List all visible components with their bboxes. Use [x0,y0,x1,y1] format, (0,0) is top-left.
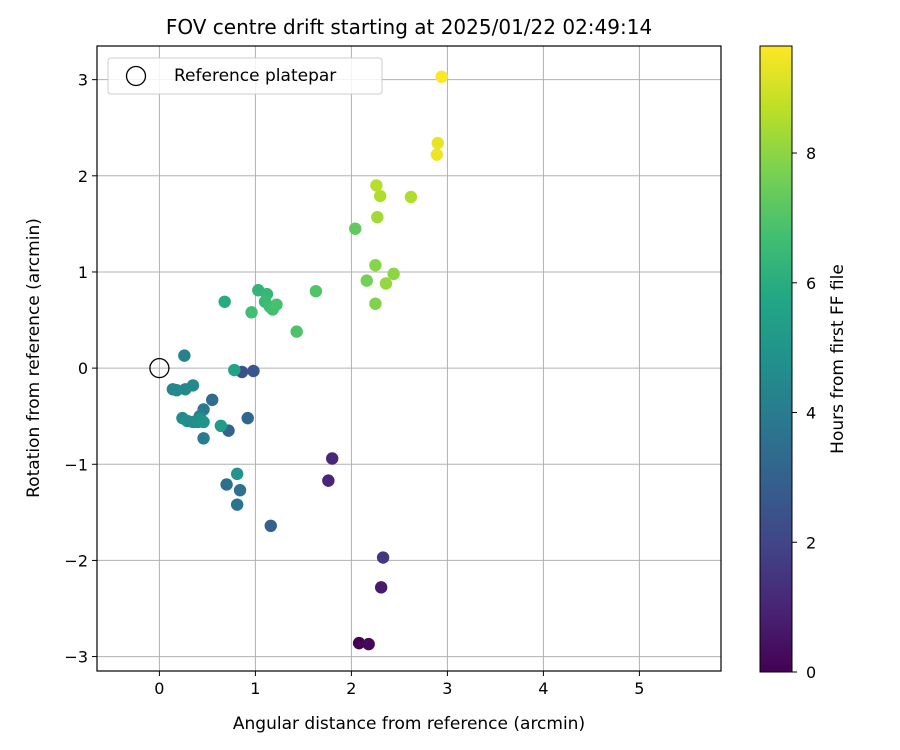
data-point [349,222,362,235]
legend: Reference platepar [107,57,383,95]
data-point [430,148,444,161]
colorbar-gradient [759,45,793,673]
x-tick-label: 5 [634,679,644,698]
colorbar-tick-label: 0 [806,663,816,682]
data-point [404,190,418,204]
data-point [197,415,210,429]
x-tick-label: 1 [250,679,260,698]
data-point [220,478,233,491]
y-tick-label: 0 [78,359,88,378]
colorbar-tick-label: 8 [806,144,816,163]
colorbar: 0 2 4 6 8 Hours from first FF file [759,45,848,682]
data-point [206,393,219,407]
y-tick-label: −3 [64,648,88,667]
data-point [178,349,191,362]
plot-frame [96,45,722,672]
y-tick-label: −2 [64,551,88,570]
data-point [371,210,384,224]
y-tick-label: 3 [78,71,88,90]
data-point [241,411,254,425]
x-tick-label: 3 [442,679,452,698]
x-axis-label: Angular distance from reference (arcmin) [233,714,585,734]
data-point [369,297,382,310]
data-point [387,267,400,281]
data-point [230,467,244,481]
legend-entry-reference: Reference platepar [174,66,336,86]
x-tick-label: 2 [346,679,356,698]
reference-marker [149,357,170,379]
data-point [197,432,210,445]
data-point [245,306,258,319]
data-point [374,189,387,203]
colorbar-ticks: 0 2 4 6 8 [792,144,816,682]
x-tick-label: 0 [154,679,164,698]
data-point [264,519,277,533]
y-tick-label: −1 [64,455,88,474]
data-point [309,284,323,298]
colorbar-tick-label: 2 [806,533,816,552]
data-point [369,259,382,272]
colorbar-tick-label: 4 [806,404,816,423]
colorbar-tick-label: 6 [806,274,816,293]
data-point [374,581,388,594]
x-tick-label: 4 [538,679,548,698]
data-point [435,70,448,83]
data-point [360,274,373,287]
legend-reference-marker [125,65,147,87]
data-point [352,636,366,650]
y-tick-label: 2 [78,167,88,186]
data-point [270,298,283,311]
data-point [379,277,393,290]
data-point [431,136,444,150]
data-point [218,295,231,308]
x-axis-ticks: 0 1 2 3 4 5 [154,671,644,698]
data-point [214,419,228,433]
data-point [370,179,383,192]
data-point [290,325,303,338]
y-axis-label: Rotation from reference (arcmin) [24,218,44,498]
reference-point [149,357,170,379]
grid-lines [97,46,721,671]
legend-box [107,57,383,95]
data-point [230,498,244,511]
y-axis-ticks: −3 −2 −1 0 1 2 3 [64,71,97,667]
y-tick-label: 1 [78,263,88,282]
data-points [166,70,448,651]
colorbar-label: Hours from first FF file [828,264,848,454]
data-point [247,364,260,378]
chart-title: FOV centre drift starting at 2025/01/22 … [166,15,652,39]
data-point [233,484,247,497]
data-point [228,363,241,377]
data-point [376,551,390,564]
data-point [326,452,339,465]
data-point [322,474,335,487]
data-point [186,379,200,392]
data-point [362,637,375,651]
